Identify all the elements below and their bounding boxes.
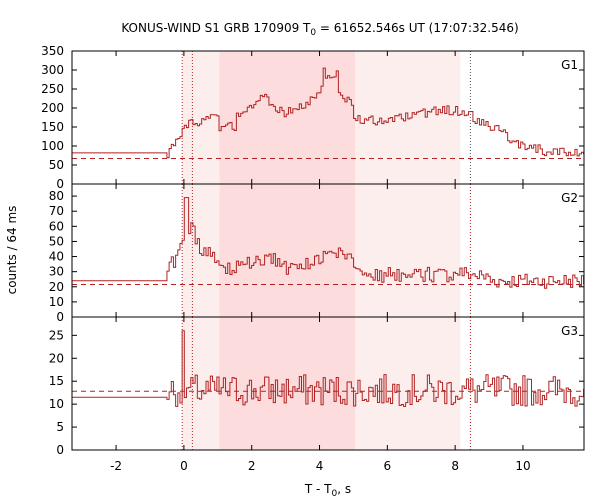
y-tick-label: 0 (56, 177, 64, 191)
y-tick-label: 10 (49, 295, 64, 309)
lightcurve-g3 (72, 330, 585, 407)
y-tick-label: 150 (41, 120, 64, 134)
x-tick-label: 4 (316, 459, 324, 473)
y-tick-label: 200 (41, 101, 64, 115)
y-tick-label: 10 (49, 397, 64, 411)
y-axis-label: counts / 64 ms (5, 206, 19, 295)
shaded-interval (355, 317, 461, 450)
panel-label-g3: G3 (561, 324, 578, 338)
x-tick-label: 8 (451, 459, 459, 473)
x-tick-label: 0 (180, 459, 188, 473)
shaded-interval (219, 51, 356, 184)
shaded-interval (219, 184, 356, 317)
shaded-interval (182, 184, 220, 317)
x-axis-label: T - T0, s (304, 482, 351, 499)
y-tick-label: 350 (41, 44, 64, 58)
shaded-interval (219, 317, 356, 450)
y-tick-label: 70 (49, 204, 64, 218)
panel-label-g1: G1 (561, 58, 578, 72)
y-tick-label: 25 (49, 328, 64, 342)
y-tick-label: 300 (41, 63, 64, 77)
y-tick-label: 50 (49, 234, 64, 248)
x-tick-label: 2 (248, 459, 256, 473)
y-tick-label: 50 (49, 158, 64, 172)
x-tick-label: -2 (110, 459, 122, 473)
shaded-interval (182, 317, 220, 450)
shaded-interval (355, 184, 461, 317)
lightcurve-g1 (72, 67, 585, 159)
y-tick-label: 0 (56, 443, 64, 457)
x-tick-label: 6 (384, 459, 392, 473)
shaded-interval (182, 51, 220, 184)
y-tick-label: 0 (56, 310, 64, 324)
y-tick-label: 250 (41, 82, 64, 96)
shading-layer (182, 51, 461, 450)
x-tick-label: 10 (515, 459, 530, 473)
series-layer (72, 67, 585, 407)
y-tick-label: 5 (56, 420, 64, 434)
y-tick-label: 30 (49, 265, 64, 279)
y-tick-label: 20 (49, 351, 64, 365)
panel-frame (71, 316, 585, 451)
panel-label-g2: G2 (561, 191, 578, 205)
y-tick-label: 60 (49, 219, 64, 233)
y-tick-label: 15 (49, 374, 64, 388)
frames-layer: G1 G2 G3 (71, 50, 585, 451)
ticks-layer: 0501001502002503003500102030405060708005… (41, 44, 584, 473)
y-tick-label: 40 (49, 250, 64, 264)
y-tick-label: 100 (41, 139, 64, 153)
lightcurve-g2 (72, 197, 585, 289)
y-tick-label: 20 (49, 280, 64, 294)
y-tick-label: 80 (49, 189, 64, 203)
chart-title: KONUS-WIND S1 GRB 170909 T0 = 61652.546s… (121, 21, 518, 38)
